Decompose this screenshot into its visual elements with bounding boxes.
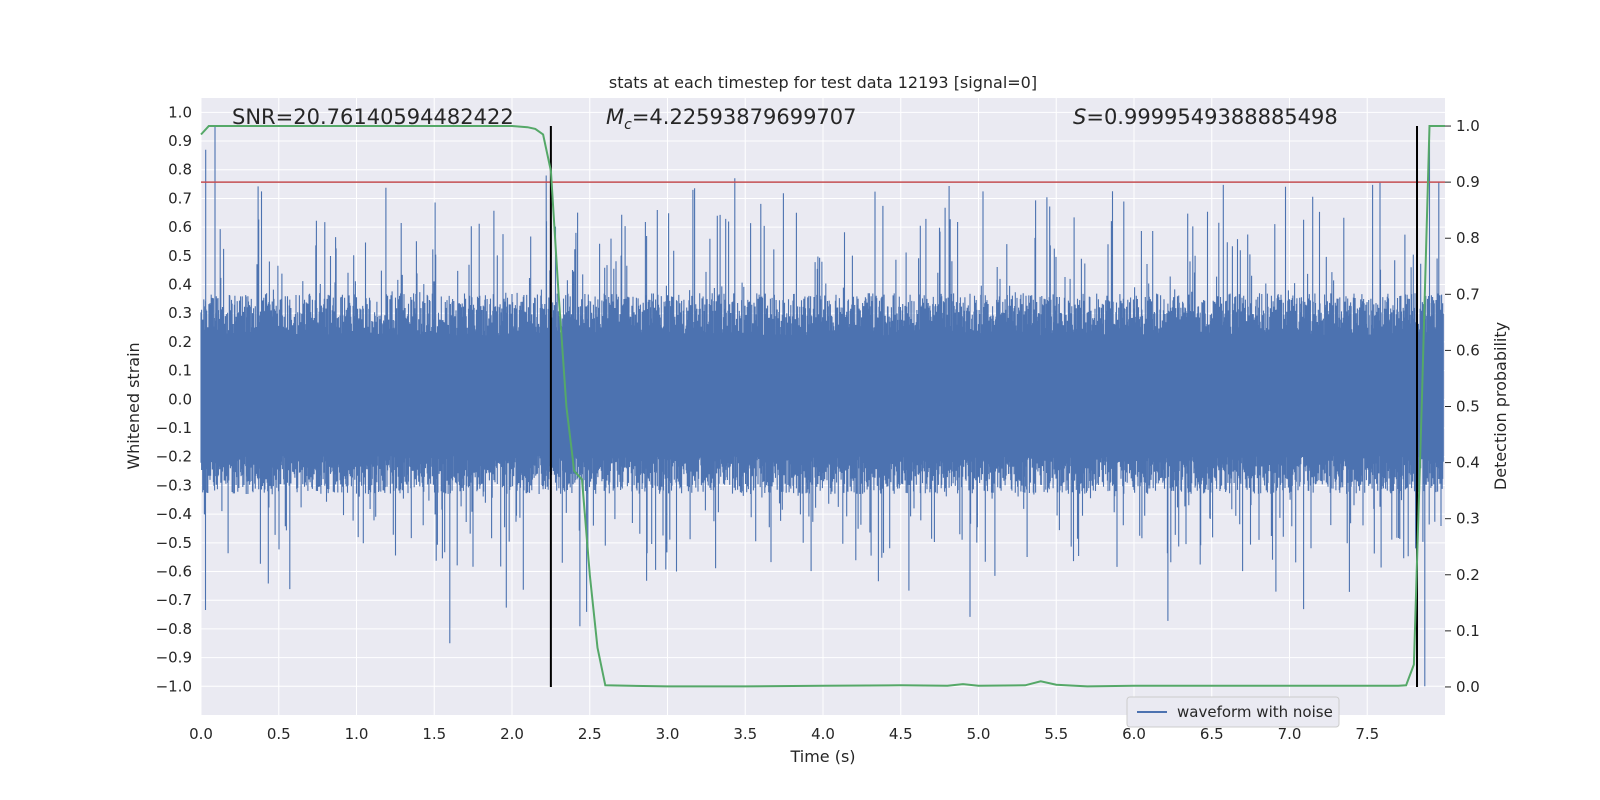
y-left-tick-label: −0.5: [156, 534, 192, 552]
score-symbol: S: [1073, 105, 1086, 129]
waveform-series: [200, 126, 1444, 687]
x-tick-label: 3.5: [733, 725, 757, 743]
y-right-tick-label: 0.4: [1456, 454, 1480, 472]
x-tick-label: 3.0: [656, 725, 680, 743]
waveform-trace: [200, 126, 1444, 687]
y-left-tick-label: −0.2: [156, 448, 192, 466]
y-left-tick-label: 0.8: [168, 161, 192, 179]
probability-series: [200, 125, 1445, 688]
snr-annotation: SNR=20.76140594482422: [232, 105, 514, 129]
y-left-tick-label: −0.4: [156, 505, 192, 523]
x-tick-label: 5.5: [1044, 725, 1068, 743]
y-right-tick-label: 0.8: [1456, 229, 1480, 247]
y-right-tick-label: 0.5: [1456, 398, 1480, 416]
score-annotation: S=0.9999549388885498: [1073, 105, 1338, 129]
x-tick-label: 2.0: [500, 725, 524, 743]
y-right-tick-label: 0.7: [1456, 285, 1480, 303]
legend-box: [1126, 696, 1340, 728]
y-left-tick-label: 0.7: [168, 189, 192, 207]
chirp-mass-value: =4.22593879699707: [632, 105, 857, 129]
x-tick-label: 6.0: [1122, 725, 1146, 743]
y-left-tick-label: 0.1: [168, 362, 192, 380]
y-right-tick-label: 0.2: [1456, 566, 1480, 584]
chirp-mass-subscript: c: [624, 117, 632, 133]
y-left-tick-label: 0.2: [168, 333, 192, 351]
y-right-tick-label: 1.0: [1456, 117, 1480, 135]
y-axis-right-label: Detection probability: [1491, 322, 1510, 490]
x-tick-label: 7.0: [1278, 725, 1302, 743]
y-right-tick-label: 0.0: [1456, 678, 1480, 696]
x-tick-label: 7.5: [1355, 725, 1379, 743]
x-tick-label: 5.0: [967, 725, 991, 743]
y-right-tick-label: 0.1: [1456, 622, 1480, 640]
y-axis-left-label: Whitened strain: [124, 342, 143, 469]
x-tick-label: 1.5: [422, 725, 446, 743]
y-right-tick-label: 0.6: [1456, 341, 1480, 359]
y-right-tick-label: 0.9: [1456, 173, 1480, 191]
axes: 0.0 0.5 1.0 1.5 2.0 2.5 3.0 3.5 4.0 4.5 5.0 5.5 6.0 6…: [156, 103, 1480, 743]
y-left-tick-label: −0.9: [156, 649, 192, 667]
legend-waveform-label: waveform with noise: [1177, 703, 1333, 721]
y-right-tick-label: 0.3: [1456, 510, 1480, 528]
x-axis-label: Time (s): [789, 747, 855, 766]
chart-title: stats at each timestep for test data 121…: [609, 73, 1037, 92]
y-left-tick-label: 0.3: [168, 304, 192, 322]
chirp-mass-annotation: Mc=4.22593879699707: [606, 105, 857, 133]
y-left-tick-label: −0.1: [156, 419, 192, 437]
legend: waveform with noise: [1126, 696, 1340, 728]
x-tick-label: 0.5: [267, 725, 291, 743]
y-left-tick-label: −0.8: [156, 620, 192, 638]
y-left-tick-label: −0.6: [156, 563, 192, 581]
y-left-tick-label: −0.3: [156, 476, 192, 494]
x-tick-label: 0.0: [189, 725, 213, 743]
y-left-tick-label: 0.9: [168, 132, 192, 150]
detection-probability-line: [200, 125, 1445, 688]
y-left-tick-label: −1.0: [156, 677, 192, 695]
x-tick-label: 4.5: [889, 725, 913, 743]
y-left-tick-label: 0.5: [168, 247, 192, 265]
y-left-tick-label: −0.7: [156, 591, 192, 609]
chirp-mass-symbol: M: [606, 105, 624, 129]
score-value: =0.9999549388885498: [1086, 105, 1337, 129]
x-tick-label: 2.5: [578, 725, 602, 743]
y-left-tick-label: 0.6: [168, 218, 192, 236]
x-tick-label: 6.5: [1200, 725, 1224, 743]
y-left-tick-label: 0.0: [168, 390, 192, 408]
x-tick-label: 4.0: [811, 725, 835, 743]
y-left-tick-label: 0.4: [168, 276, 192, 294]
x-tick-label: 1.0: [345, 725, 369, 743]
y-left-tick-label: 1.0: [168, 103, 192, 121]
